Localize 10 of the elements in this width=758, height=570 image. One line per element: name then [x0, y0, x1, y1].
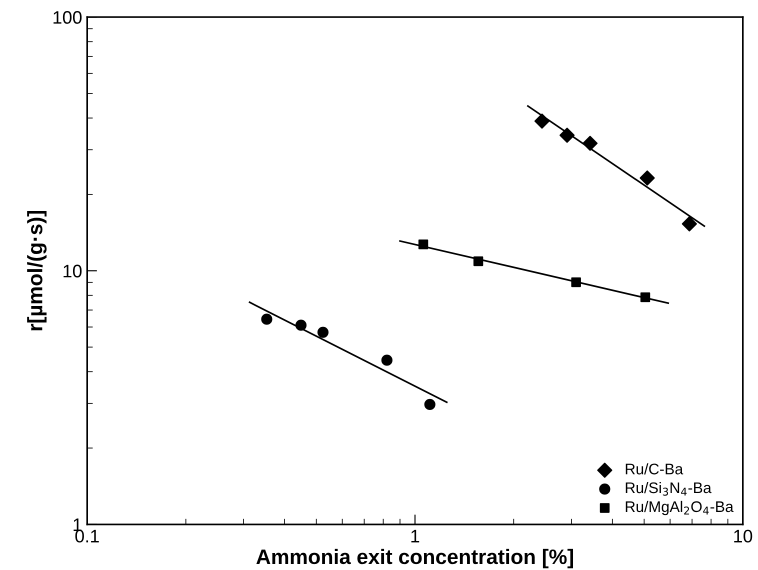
y-tick-label: 10	[64, 264, 82, 278]
x-tick-label: 0.1	[75, 530, 99, 543]
x-tick-label: 1	[411, 530, 420, 542]
y-axis-title: r[µmol/(g·s)]	[27, 210, 47, 330]
y-tick-label: 100	[54, 11, 82, 24]
legend-label: Ru/C-Ba	[626, 463, 684, 474]
legend-label: Ru/Si$_{3}$N$_{4}$-Ba	[626, 482, 712, 496]
x-tick-label: 10	[734, 530, 752, 543]
legend-label: Ru/MgAl$_{2}$O$_{4}$-Ba	[626, 500, 734, 516]
x-axis-title: Ammonia exit concentration [%]	[256, 548, 574, 568]
